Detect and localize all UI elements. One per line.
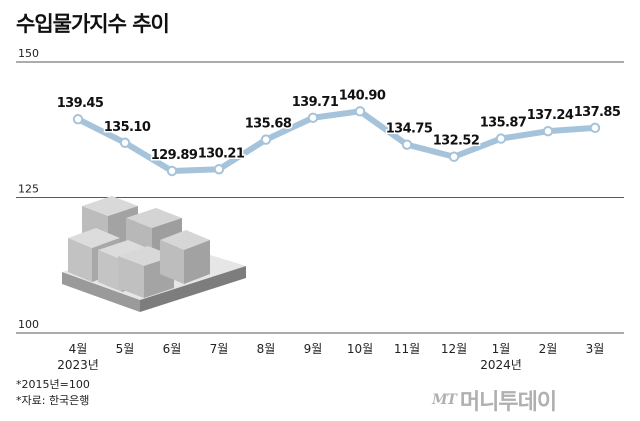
chart-title: 수입물가지수 추이 (16, 12, 170, 36)
x-tick-label: 6월 (163, 342, 182, 356)
data-point (589, 122, 601, 134)
data-label: 134.75 (386, 122, 433, 137)
footnote-base-year: *2015년=100 (16, 378, 90, 391)
x-tick-label: 10월 (347, 342, 373, 356)
data-label: 137.85 (574, 105, 621, 120)
y-tick-label: 150 (18, 47, 39, 60)
x-tick-label: 11월 (394, 342, 420, 356)
data-label: 132.52 (433, 134, 480, 149)
data-point (542, 125, 554, 137)
logo-mark: MT (432, 392, 457, 408)
x-year-label: 2024년 (480, 358, 522, 372)
x-tick-label: 1월 (492, 342, 511, 356)
data-label: 129.89 (151, 148, 198, 163)
x-tick-label: 3월 (586, 342, 605, 356)
data-point (307, 112, 319, 123)
logo-name: 머니투데이 (459, 390, 557, 415)
data-label: 140.90 (339, 88, 386, 103)
x-year-label: 2023년 (57, 358, 99, 372)
data-point (213, 164, 225, 175)
x-tick-label: 12월 (441, 342, 467, 356)
x-tick-label: 7월 (210, 342, 229, 356)
x-tick-label: 4월 (69, 342, 88, 356)
box-right (160, 230, 210, 284)
y-tick-label: 125 (18, 183, 39, 196)
publisher-logo: MT 머니투데이 (432, 384, 557, 416)
y-axis-ticks: 100 125 150 (18, 47, 39, 331)
x-tick-label: 5월 (116, 342, 135, 356)
footnotes: *2015년=100 *자료: 한국은행 (16, 377, 90, 409)
data-label: 135.87 (480, 116, 527, 131)
data-point (448, 151, 460, 162)
data-label: 130.21 (198, 146, 245, 161)
x-tick-label: 8월 (257, 342, 276, 356)
x-tick-label: 9월 (304, 342, 323, 356)
series-line-path (75, 108, 598, 174)
x-axis-labels: 4월 5월 6월 7월 8월 9월 10월 11월 12월 1월 2월 3월 2023년 2024년 (57, 342, 604, 372)
data-label: 135.68 (245, 117, 292, 132)
data-label: 139.71 (292, 95, 339, 110)
data-point (72, 113, 84, 125)
footnote-source: *자료: 한국은행 (16, 394, 90, 407)
gridlines (16, 61, 624, 334)
x-tick-label: 2월 (539, 342, 558, 356)
data-point (354, 106, 366, 117)
data-label: 135.10 (104, 120, 151, 135)
data-point (260, 134, 272, 145)
data-label: 139.45 (57, 96, 104, 111)
data-label: 137.24 (527, 108, 574, 123)
pallet-boxes-illustration (62, 196, 246, 312)
series-line (75, 108, 598, 174)
data-point (401, 139, 413, 150)
data-point (119, 137, 131, 148)
data-point (166, 165, 178, 177)
y-tick-label: 100 (18, 318, 39, 331)
data-point (495, 133, 507, 144)
data-markers (72, 106, 601, 177)
